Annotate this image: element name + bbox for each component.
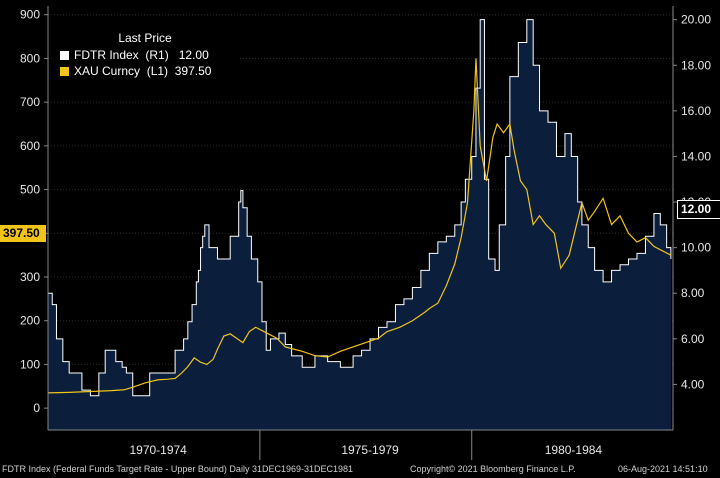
- legend-axis-fdtr: (R1): [145, 48, 169, 62]
- right-tick-label-6: 16.00: [681, 104, 711, 118]
- footer-copyright: Copyright© 2021 Bloomberg Finance L.P.: [410, 464, 576, 474]
- legend: Last Price FDTR Index (R1) 12.00 XAU Cur…: [52, 28, 238, 82]
- right-tick-label-7: 18.00: [681, 58, 711, 72]
- fdtr-area: [48, 19, 671, 430]
- period-label-2: 1980-1984: [545, 443, 603, 457]
- left-tick-label-7: 700: [20, 95, 40, 109]
- last-value-tag-xau: 397.50: [0, 225, 46, 242]
- legend-title: Last Price: [118, 31, 172, 45]
- footer-timestamp: 06-Aug-2021 14:51:10: [618, 464, 708, 474]
- left-tick-label-2: 200: [20, 314, 40, 328]
- xau-line: [47, 58, 672, 394]
- right-tick-label-3: 10.00: [681, 241, 711, 255]
- left-tick-label-9: 900: [20, 8, 40, 22]
- legend-entry-xau: XAU Curncy (L1) 397.50: [60, 64, 211, 78]
- fdtr-line: [48, 19, 672, 397]
- right-tick-label-0: 4.00: [681, 377, 705, 391]
- period-label-1: 1975-1979: [341, 443, 399, 457]
- right-tick-label-8: 20.00: [681, 13, 711, 27]
- legend-entry-fdtr: FDTR Index (R1) 12.00: [60, 48, 209, 62]
- right-tick-label-5: 14.00: [681, 149, 711, 163]
- left-tick-label-3: 300: [20, 270, 40, 284]
- last-value-tag-fdtr: 12.00: [677, 200, 720, 219]
- footer-description: FDTR Index (Federal Funds Target Rate - …: [2, 464, 354, 474]
- left-tick-label-1: 100: [20, 357, 40, 371]
- legend-last-fdtr: 12.00: [178, 48, 209, 62]
- legend-series-name-xau: XAU Curncy: [74, 64, 141, 78]
- left-tick-label-5: 500: [20, 183, 40, 197]
- legend-axis-xau: (L1): [146, 64, 169, 78]
- left-tick-label-6: 600: [20, 139, 40, 153]
- right-tick-label-2: 8.00: [681, 286, 705, 300]
- legend-swatch-xau: [60, 67, 69, 76]
- right-tick-label-1: 6.00: [681, 332, 705, 346]
- legend-last-xau: 397.50: [174, 64, 212, 78]
- period-label-0: 1970-1974: [129, 443, 187, 457]
- left-tick-label-8: 800: [20, 51, 40, 65]
- legend-swatch-fdtr: [60, 51, 69, 60]
- legend-series-name-fdtr: FDTR Index: [74, 48, 139, 62]
- left-tick-label-0: 0: [33, 401, 40, 415]
